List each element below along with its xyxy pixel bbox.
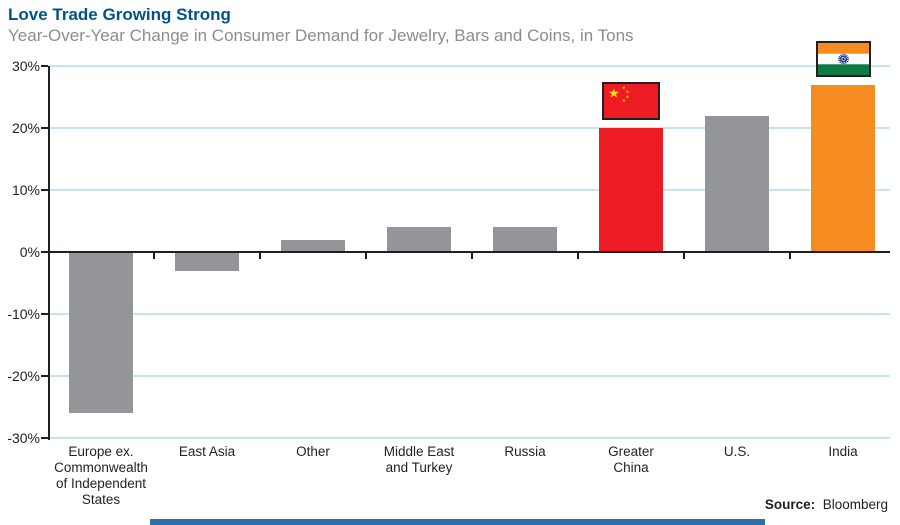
- chart-subtitle: Year-Over-Year Change in Consumer Demand…: [8, 26, 634, 45]
- x-category-label: Europe ex. Commonwealth of Independent S…: [54, 444, 148, 507]
- chart-title: Love Trade Growing Strong: [8, 5, 231, 24]
- source-name: Bloomberg: [822, 497, 888, 512]
- y-axis-tick: [41, 251, 48, 253]
- y-axis-tick: [41, 313, 48, 315]
- y-tick-label: -30%: [7, 430, 40, 446]
- y-axis-tick: [41, 65, 48, 67]
- y-gridline: [48, 437, 890, 439]
- y-gridline: [48, 127, 890, 129]
- bar-middle-east: [387, 227, 451, 252]
- y-axis-tick: [41, 127, 48, 129]
- x-category-label: East Asia: [178, 444, 236, 459]
- china-flag-icon: [602, 82, 660, 120]
- source-label: Source:: [764, 497, 816, 512]
- source-line: Source: Bloomberg: [765, 497, 888, 512]
- bar-europe-ex-: [69, 252, 133, 414]
- x-axis-tick: [683, 253, 685, 259]
- bar-other: [281, 239, 345, 252]
- y-axis-line: [48, 66, 50, 440]
- x-category-label: U.S.: [723, 444, 751, 459]
- bar-greater: [599, 128, 663, 252]
- x-category-label: Middle East and Turkey: [383, 444, 455, 475]
- x-category-label: India: [828, 444, 858, 459]
- y-gridline: [48, 189, 890, 191]
- y-gridline: [48, 65, 890, 67]
- y-tick-label: -20%: [7, 368, 40, 384]
- bottom-accent-rule: [150, 519, 765, 525]
- y-axis-tick: [41, 189, 48, 191]
- y-axis-tick: [41, 437, 48, 439]
- y-gridline: [48, 313, 890, 315]
- y-tick-label: 10%: [11, 182, 40, 198]
- x-axis-tick: [471, 253, 473, 259]
- bar-india: [811, 84, 875, 252]
- y-tick-label: 0%: [19, 244, 40, 260]
- x-axis-zero-line: [48, 251, 890, 253]
- bar-russia: [493, 227, 557, 252]
- x-axis-tick: [577, 253, 579, 259]
- y-tick-label: 30%: [11, 58, 40, 74]
- y-tick-label: 20%: [11, 120, 40, 136]
- x-axis-tick: [259, 253, 261, 259]
- y-gridline: [48, 375, 890, 377]
- bar-east-asia: [175, 252, 239, 271]
- bar-u-s-: [705, 115, 769, 252]
- x-axis-tick: [153, 253, 155, 259]
- x-axis-tick: [365, 253, 367, 259]
- x-category-label: Other: [296, 444, 330, 459]
- x-category-label: Russia: [504, 444, 546, 459]
- y-tick-label: -10%: [7, 306, 40, 322]
- india-flag-icon: [815, 40, 871, 77]
- x-category-label: Greater China: [608, 444, 654, 475]
- x-axis-tick: [789, 253, 791, 259]
- y-axis-tick: [41, 375, 48, 377]
